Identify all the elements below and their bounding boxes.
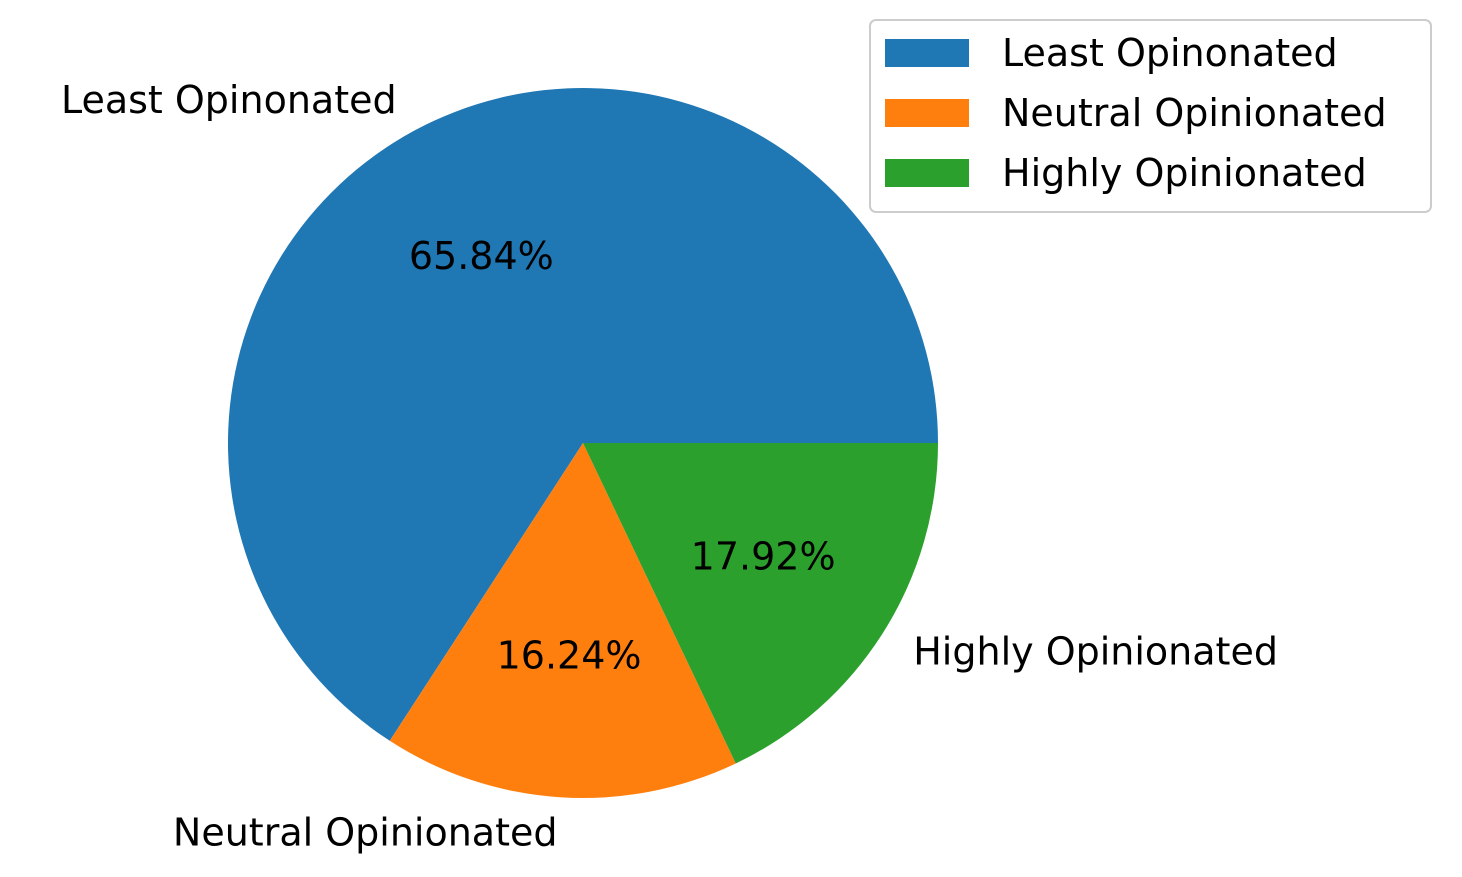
- pie-slice-least-opinonated: [227, 87, 938, 741]
- pct-label-least-opinonated: 65.84%: [409, 234, 554, 278]
- pct-label-neutral-opinionated: 16.24%: [497, 634, 642, 678]
- legend-swatch-least-opinonated: [885, 39, 969, 67]
- legend-frame: [869, 19, 1432, 213]
- slice-label-highly-opinionated: Highly Opinionated: [913, 629, 1278, 673]
- legend-label-highly-opinionated: Highly Opinionated: [1002, 151, 1367, 195]
- pie-slice-neutral-opinionated: [389, 443, 736, 798]
- legend-label-least-opinonated: Least Opinonated: [1002, 31, 1338, 75]
- slice-labels: Least Opinonated Neutral Opinionated Highl…: [61, 78, 1278, 855]
- pct-label-highly-opinionated: 17.92%: [691, 535, 836, 579]
- pie-slices: [227, 87, 938, 798]
- legend: Least Opinonated Neutral Opinionated Highl…: [869, 19, 1432, 213]
- percentage-labels: 65.84% 16.24% 17.92%: [409, 234, 836, 678]
- legend-label-neutral-opinionated: Neutral Opinionated: [1002, 91, 1387, 135]
- slice-label-neutral-opinionated: Neutral Opinionated: [173, 811, 558, 855]
- pie-slice-highly-opinionated: [583, 443, 938, 764]
- legend-swatch-highly-opinionated: [885, 159, 969, 187]
- legend-entries: Least Opinonated Neutral Opinionated Highl…: [885, 31, 1387, 195]
- slice-label-least-opinonated: Least Opinonated: [61, 78, 397, 122]
- legend-swatch-neutral-opinionated: [885, 99, 969, 127]
